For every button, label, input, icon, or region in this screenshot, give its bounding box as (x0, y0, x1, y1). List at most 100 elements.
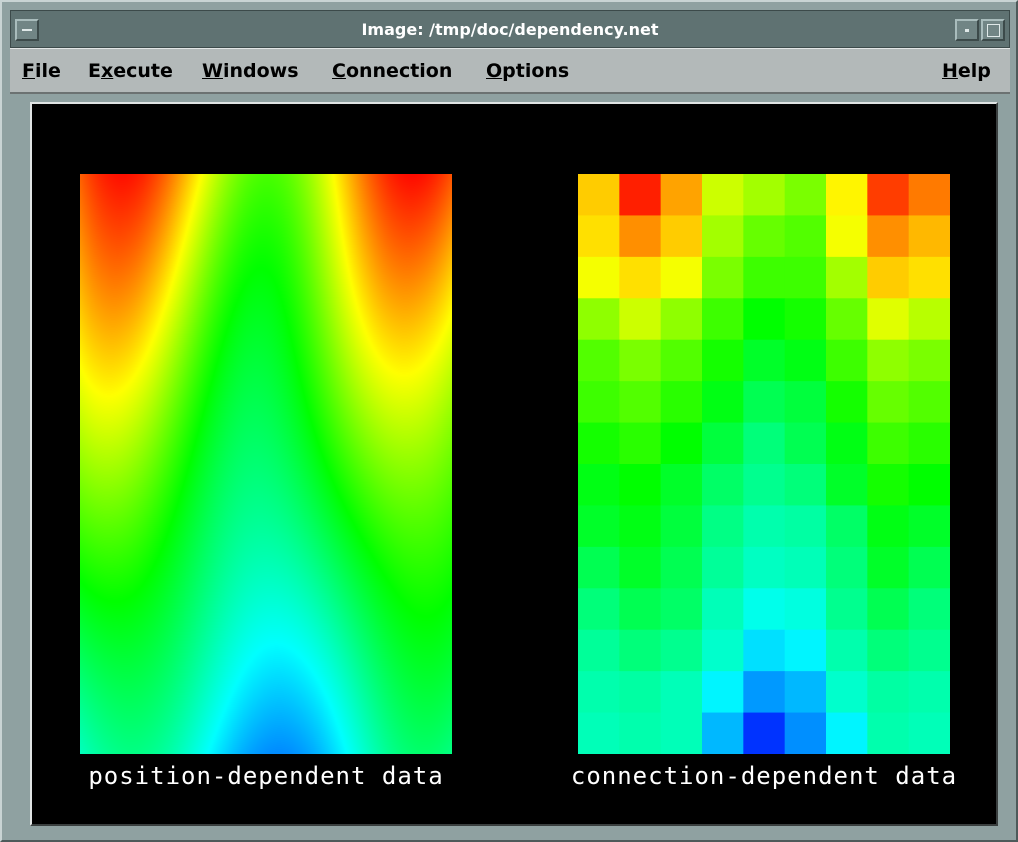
cell-r11-c2 (660, 629, 703, 672)
cell-r12-c3 (702, 671, 744, 714)
cell-r13-c7 (867, 712, 910, 754)
cell-r12-c4 (743, 671, 786, 714)
cell-r2-c1 (619, 256, 662, 299)
maximize-button[interactable] (981, 19, 1005, 41)
cell-r9-c4 (743, 546, 786, 589)
cell-r12-c6 (826, 671, 868, 714)
connection-dependent-label: connection-dependent data (570, 762, 958, 790)
cell-r7-c1 (619, 464, 662, 506)
cell-r6-c7 (867, 422, 910, 465)
cell-r2-c7 (867, 256, 910, 299)
cell-r6-c5 (784, 422, 827, 465)
cell-r12-c7 (867, 671, 910, 714)
cell-r1-c8 (908, 215, 950, 258)
cell-r6-c4 (743, 422, 786, 465)
cell-r12-c0 (578, 671, 620, 714)
cell-r10-c1 (619, 588, 662, 631)
minimize-button[interactable] (955, 19, 979, 41)
window-bottom-border (10, 828, 1010, 836)
cell-r3-c1 (619, 298, 662, 341)
cell-r13-c4 (743, 712, 786, 754)
cell-r0-c4 (743, 174, 786, 216)
cell-r5-c4 (743, 381, 786, 424)
cell-r6-c8 (908, 422, 950, 465)
cell-r5-c2 (660, 381, 703, 424)
cell-r1-c5 (784, 215, 827, 258)
menu-connection-mnemonic: C (332, 60, 346, 82)
cell-r10-c8 (908, 588, 950, 631)
minimize-icon (965, 29, 969, 32)
image-canvas[interactable]: position-dependent data connection-depen… (30, 102, 998, 826)
cell-r4-c5 (784, 339, 827, 382)
cell-r2-c2 (660, 256, 703, 299)
cell-r7-c8 (908, 464, 950, 506)
cell-r0-c7 (867, 174, 910, 216)
cell-r8-c1 (619, 505, 662, 548)
cell-r7-c7 (867, 464, 910, 506)
cell-r3-c7 (867, 298, 910, 341)
cell-r10-c5 (784, 588, 827, 631)
cell-r0-c5 (784, 174, 827, 216)
cell-r12-c2 (660, 671, 703, 714)
cell-r4-c4 (743, 339, 786, 382)
menu-windows[interactable]: Windows (202, 60, 299, 82)
cell-r10-c3 (702, 588, 744, 631)
cell-r8-c3 (702, 505, 744, 548)
connection-dependent-plot (578, 174, 950, 754)
cell-r13-c3 (702, 712, 744, 754)
cell-r5-c7 (867, 381, 910, 424)
cell-r13-c6 (826, 712, 868, 754)
cell-r5-c0 (578, 381, 620, 424)
cell-r8-c8 (908, 505, 950, 548)
cell-r2-c0 (578, 256, 620, 299)
cell-r0-c0 (578, 174, 620, 216)
menu-file[interactable]: File (22, 60, 61, 82)
cell-r3-c8 (908, 298, 950, 341)
cell-r6-c6 (826, 422, 868, 465)
cell-r5-c5 (784, 381, 827, 424)
cell-r1-c1 (619, 215, 662, 258)
cell-r9-c8 (908, 546, 950, 589)
cell-r1-c6 (826, 215, 868, 258)
cell-r8-c6 (826, 505, 868, 548)
cell-r4-c0 (578, 339, 620, 382)
cell-r0-c2 (660, 174, 703, 216)
window-menu-icon (22, 29, 32, 31)
cell-r0-c8 (908, 174, 950, 216)
cell-r8-c4 (743, 505, 786, 548)
cell-r11-c7 (867, 629, 910, 672)
cell-r12-c5 (784, 671, 827, 714)
menu-connection[interactable]: Connection (332, 60, 453, 82)
title-bar[interactable]: Image: /tmp/doc/dependency.net (10, 10, 1010, 48)
cell-r0-c3 (702, 174, 744, 216)
menu-file-mnemonic: F (22, 60, 35, 82)
cell-r4-c6 (826, 339, 868, 382)
cell-r9-c1 (619, 546, 662, 589)
position-dependent-label: position-dependent data (88, 762, 444, 790)
window-menu-button[interactable] (15, 19, 39, 41)
cell-r3-c3 (702, 298, 744, 341)
cell-r11-c8 (908, 629, 950, 672)
cell-r3-c5 (784, 298, 827, 341)
cell-r10-c6 (826, 588, 868, 631)
cell-r2-c6 (826, 256, 868, 299)
cell-r4-c2 (660, 339, 703, 382)
cell-r6-c0 (578, 422, 620, 465)
cell-r10-c4 (743, 588, 786, 631)
cell-r12-c1 (619, 671, 662, 714)
cell-r9-c2 (660, 546, 703, 589)
menu-execute[interactable]: Execute (88, 60, 173, 82)
cell-r8-c0 (578, 505, 620, 548)
menu-options[interactable]: Options (486, 60, 570, 82)
menu-help[interactable]: Help (942, 60, 991, 82)
cell-r12-c8 (908, 671, 950, 714)
menu-execute-mnemonic: x (100, 60, 114, 82)
cell-r2-c3 (702, 256, 744, 299)
cell-r2-c8 (908, 256, 950, 299)
cell-r13-c1 (619, 712, 662, 754)
cell-r5-c8 (908, 381, 950, 424)
cell-r1-c4 (743, 215, 786, 258)
cell-r5-c6 (826, 381, 868, 424)
cell-r9-c7 (867, 546, 910, 589)
